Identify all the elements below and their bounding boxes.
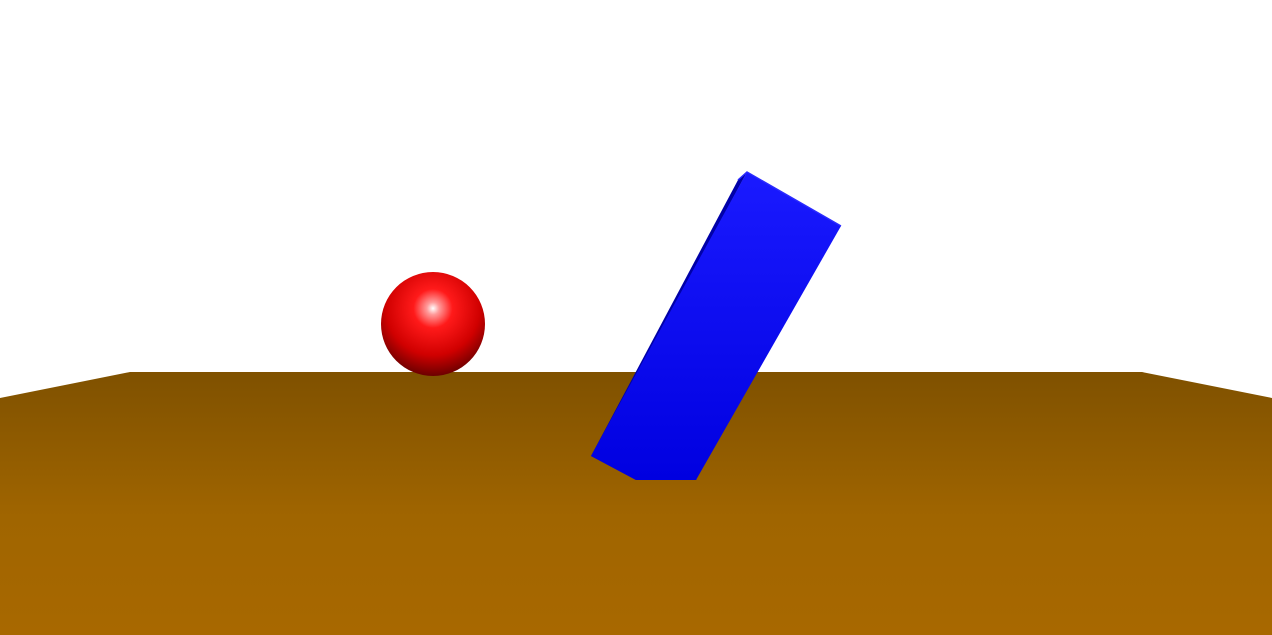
blue-box-top-edge — [737, 171, 842, 227]
blue-box-front-face — [591, 172, 841, 480]
red-sphere — [381, 272, 485, 376]
ground-plane — [0, 372, 1272, 635]
